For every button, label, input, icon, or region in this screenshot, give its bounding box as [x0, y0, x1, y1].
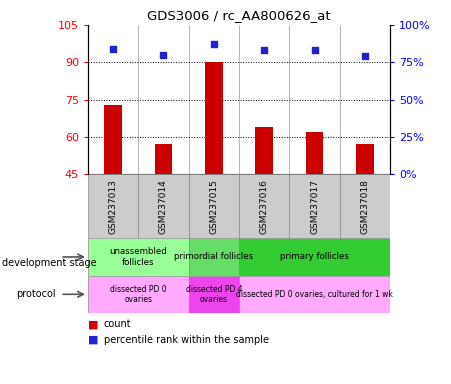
Bar	[356, 144, 374, 174]
Text: GSM237016: GSM237016	[260, 179, 269, 234]
Title: GDS3006 / rc_AA800626_at: GDS3006 / rc_AA800626_at	[147, 9, 331, 22]
Bar	[340, 174, 390, 238]
Bar	[189, 238, 239, 276]
Bar	[138, 174, 189, 238]
Text: GSM237014: GSM237014	[159, 179, 168, 234]
Bar	[189, 174, 239, 238]
Bar	[88, 276, 189, 313]
Bar	[88, 174, 138, 238]
Bar	[104, 104, 122, 174]
Bar	[205, 62, 223, 174]
Bar	[88, 238, 189, 276]
Point	[361, 53, 368, 60]
Point	[261, 47, 268, 53]
Text: GSM237015: GSM237015	[209, 179, 218, 234]
Point	[210, 41, 217, 48]
Text: unassembled
follicles: unassembled follicles	[110, 247, 167, 266]
Text: dissected PD 4
ovaries: dissected PD 4 ovaries	[185, 285, 242, 304]
Text: GSM237013: GSM237013	[109, 179, 118, 234]
Bar	[189, 276, 239, 313]
Text: dissected PD 0
ovaries: dissected PD 0 ovaries	[110, 285, 166, 304]
Text: GSM237017: GSM237017	[310, 179, 319, 234]
Text: dissected PD 0 ovaries, cultured for 1 wk: dissected PD 0 ovaries, cultured for 1 w…	[236, 290, 393, 299]
Text: primary follicles: primary follicles	[280, 252, 349, 262]
Point	[160, 52, 167, 58]
Text: protocol: protocol	[16, 289, 55, 299]
Point	[110, 46, 117, 52]
Bar	[255, 127, 273, 174]
Text: GSM237018: GSM237018	[360, 179, 369, 234]
Text: ■: ■	[88, 335, 98, 345]
Bar	[306, 132, 323, 174]
Text: development stage: development stage	[2, 258, 97, 268]
Bar	[239, 276, 390, 313]
Bar	[290, 174, 340, 238]
Text: count: count	[104, 319, 131, 329]
Text: primordial follicles: primordial follicles	[174, 252, 253, 262]
Point	[311, 47, 318, 53]
Bar	[239, 238, 390, 276]
Bar	[239, 174, 290, 238]
Text: percentile rank within the sample: percentile rank within the sample	[104, 335, 269, 345]
Bar	[155, 144, 172, 174]
Text: ■: ■	[88, 319, 98, 329]
